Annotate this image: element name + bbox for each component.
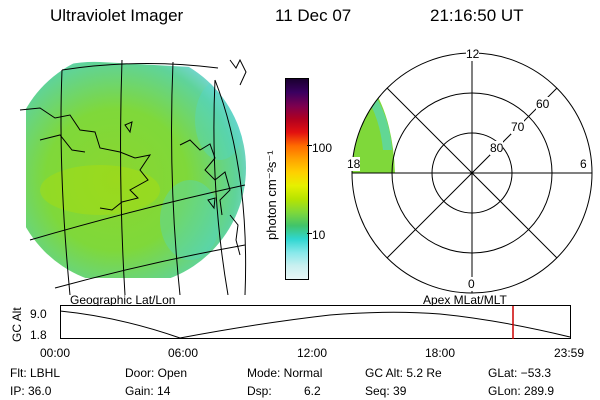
timeline-xtick: 12:00 — [297, 346, 328, 360]
timeline-ytick-1-8: 1.8 — [30, 328, 47, 342]
mode-readout: Mode: Normal — [247, 366, 323, 380]
filter-readout: Flt: LBHL — [10, 366, 61, 380]
geographic-map — [0, 40, 260, 295]
lat-lon-grid — [29, 59, 247, 295]
glon-readout: GLon: 289.9 — [488, 384, 555, 398]
polar-grid — [351, 52, 593, 294]
header-date: 11 Dec 07 — [275, 6, 352, 25]
timeline-ytick-9: 9.0 — [30, 307, 47, 321]
glat-readout: GLat: −53.3 — [488, 366, 552, 380]
header-time: 21:16:50 UT — [430, 6, 524, 25]
gain-readout: Gain: 14 — [125, 384, 171, 398]
polar-plot — [351, 52, 593, 294]
aurora-disk — [0, 40, 260, 295]
dsp-value: 6.2 — [304, 384, 321, 398]
ip-readout: IP: 36.0 — [10, 384, 52, 398]
timeline-xtick: 00:00 — [40, 346, 71, 360]
geographic-map-label: Geographic Lat/Lon — [70, 293, 176, 307]
mlt-label-6: 6 — [580, 157, 587, 171]
mlt-label-0: 0 — [468, 277, 475, 291]
colorbar-tick-10: 10 — [312, 228, 326, 242]
orbit-altitude-plot — [60, 305, 571, 339]
colorbar — [285, 78, 309, 280]
app-title: Ultraviolet Imager — [50, 6, 184, 25]
coastline-icon — [19, 58, 247, 256]
mlat-label-70: 70 — [511, 120, 525, 134]
timeline-xtick: 18:00 — [425, 346, 456, 360]
mlt-label-12: 12 — [466, 47, 480, 61]
mlt-label-18: 18 — [347, 157, 361, 171]
polar-plot-label: Apex MLat/MLT — [423, 293, 507, 307]
timeline-xtick: 23:59 — [554, 346, 585, 360]
dsp-label: Dsp: — [247, 384, 272, 398]
colorbar-tickmark — [307, 233, 312, 234]
timeline-ylabel: GC Alt — [10, 307, 24, 342]
door-readout: Door: Open — [125, 366, 188, 380]
mlat-label-60: 60 — [536, 97, 550, 111]
seq-readout: Seq: 39 — [365, 384, 407, 398]
colorbar-tickmark — [307, 145, 312, 146]
colorbar-tick-100: 100 — [312, 141, 333, 155]
mlat-label-80: 80 — [490, 141, 504, 155]
timeline-xtick: 06:00 — [168, 346, 199, 360]
colorbar-unit-label: photon cm⁻²s⁻¹ — [264, 150, 279, 240]
altitude-curve — [60, 310, 571, 339]
gc-alt-readout: GC Alt: 5.2 Re — [365, 366, 442, 380]
